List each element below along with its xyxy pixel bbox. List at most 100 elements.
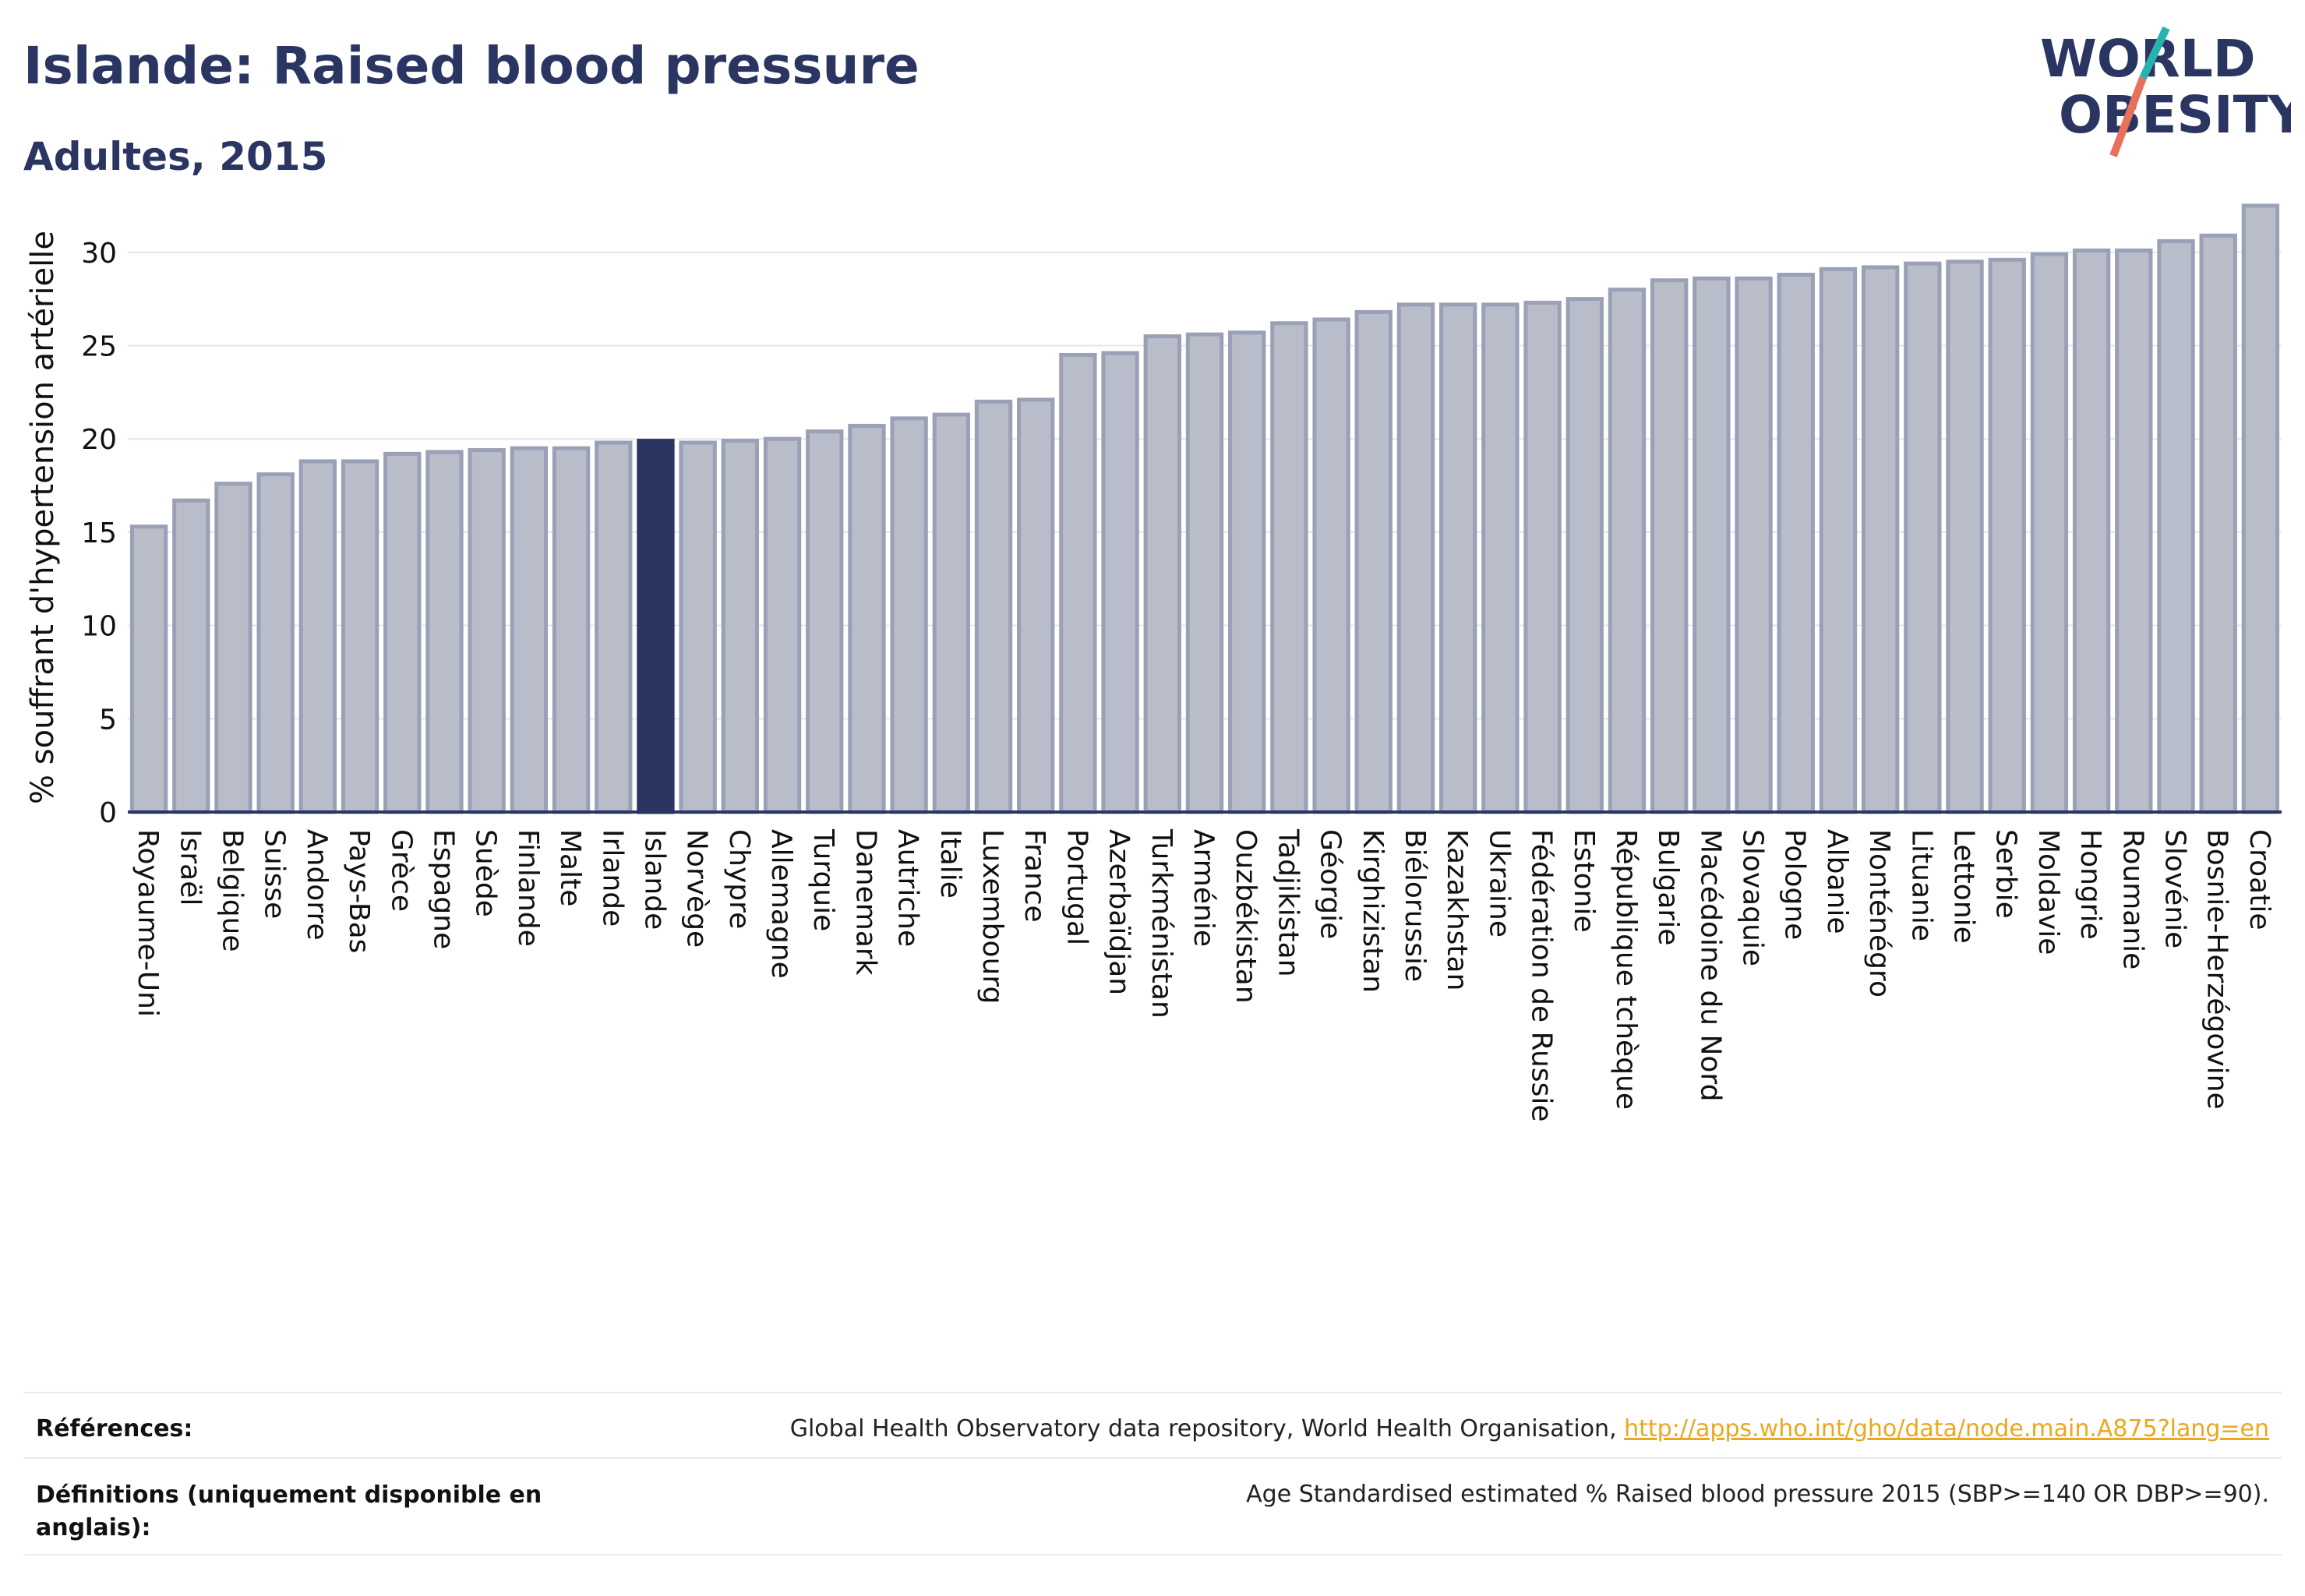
x-tick-label: Suisse: [259, 829, 291, 919]
x-tick-label: Royaume-Uni: [132, 829, 164, 1017]
bar: [129, 524, 168, 814]
world-obesity-logo: WORLD OBESITY: [2040, 26, 2291, 157]
y-tick-label: 25: [81, 330, 117, 362]
x-tick-label: Fédération de Russie: [1526, 829, 1558, 1121]
tick-labels: 0 5 10 15 20 25 30 Royaume-Uni Israël Belgique Sui…: [81, 238, 2275, 1122]
bar: [2199, 233, 2237, 814]
x-tick-label: Estonie: [1568, 829, 1600, 933]
bar: [1438, 302, 1477, 814]
x-tick-label: Turquie: [807, 828, 839, 931]
bar-highlight: [637, 439, 675, 814]
references-text: Global Health Observatory data repositor…: [790, 1415, 2269, 1442]
x-tick-label: Lituanie: [1905, 829, 1937, 941]
bar: [1608, 288, 1647, 814]
x-tick-label: Espagne: [427, 829, 459, 949]
bar: [298, 459, 337, 814]
bar: [425, 450, 464, 814]
bar: [1650, 278, 1689, 814]
x-tick-label: Croatie: [2243, 829, 2275, 930]
footer-divider-middle: [23, 1457, 2282, 1459]
bar: [2115, 248, 2153, 814]
page-title: Islande: Raised blood pressure: [23, 36, 920, 96]
bar: [890, 416, 928, 814]
x-tick-label: Portugal: [1061, 829, 1092, 945]
bar: [1059, 352, 1097, 814]
x-tick-label: Turkménistan: [1145, 828, 1177, 1019]
bar: [721, 439, 760, 814]
bar: [1354, 309, 1393, 814]
x-tick-label: Macédoine du Nord: [1694, 829, 1726, 1101]
bar: [1101, 351, 1139, 814]
definitions-label: Définitions (uniquement disponible en an…: [36, 1481, 542, 1541]
bar: [763, 436, 802, 814]
bar: [1312, 317, 1350, 814]
y-tick-label: 5: [99, 704, 117, 736]
x-tick-label: Ouzbékistan: [1230, 829, 1262, 1004]
y-axis-label: % souffrant d'hypertension artérielle: [25, 231, 61, 804]
x-tick-label: Roumanie: [2116, 829, 2148, 969]
x-tick-label: Grèce: [385, 829, 417, 912]
bar: [2241, 203, 2280, 814]
logo-line-obesity: OBESITY: [2059, 85, 2291, 145]
x-tick-label: Albanie: [1821, 829, 1853, 934]
bar-chart: 0 5 10 15 20 25 30 Royaume-Uni Israël Belgique Sui…: [25, 203, 2282, 1122]
x-tick-label: Belgique: [216, 829, 248, 952]
bar: [1481, 302, 1520, 814]
x-tick-label: Malte: [554, 829, 586, 906]
x-tick-label: Arménie: [1188, 829, 1220, 947]
bar: [848, 423, 886, 814]
x-tick-label: Tadjikistan: [1272, 828, 1304, 977]
bar: [1861, 265, 1900, 814]
bar: [1988, 257, 2026, 814]
x-tick-label: Autriche: [892, 829, 924, 947]
x-tick-label: Bulgarie: [1652, 829, 1684, 945]
bar: [1777, 273, 1815, 814]
bar: [172, 498, 210, 814]
x-tick-label: Kirghizistan: [1357, 829, 1389, 993]
logo-slash-teal: [2139, 26, 2170, 80]
x-tick-label: Biélorussie: [1399, 829, 1431, 982]
x-tick-label: Moldavie: [2032, 829, 2064, 955]
bar: [552, 446, 591, 814]
x-tick-label: République tchèque: [1610, 829, 1642, 1110]
bar: [2072, 248, 2111, 814]
logo-slash-coral: [2109, 76, 2147, 157]
x-tick-label: Allemagne: [765, 829, 797, 979]
bar: [383, 451, 422, 814]
y-tick-label: 15: [81, 517, 117, 549]
y-tick-label: 20: [81, 424, 117, 456]
bar: [806, 429, 844, 814]
bar: [1565, 297, 1604, 814]
x-tick-label: Lettonie: [1948, 829, 1980, 944]
x-tick-label: Andorre: [301, 829, 333, 941]
bar: [341, 459, 379, 814]
x-tick-label: Pologne: [1779, 829, 1811, 940]
bar: [1017, 397, 1055, 814]
bar: [679, 440, 717, 814]
bar: [1904, 261, 1942, 814]
x-tick-label: Monténégro: [1863, 829, 1895, 998]
x-tick-label: Ukraine: [1483, 829, 1515, 937]
references-link[interactable]: http://apps.who.int/gho/data/node.main.A…: [1624, 1415, 2269, 1442]
bar: [2157, 238, 2195, 814]
bar: [2030, 252, 2069, 814]
bar: [1735, 276, 1773, 814]
x-tick-label: Chypre: [723, 829, 755, 929]
bar: [1270, 321, 1308, 814]
x-tick-label: Finlande: [512, 829, 544, 947]
y-tick-label: 0: [99, 797, 117, 829]
bar: [1523, 300, 1562, 814]
bar: [974, 399, 1013, 814]
bar: [1693, 276, 1731, 814]
bar: [595, 440, 633, 814]
bar: [1228, 330, 1266, 814]
x-tick-label: Azerbaïdjan: [1103, 829, 1135, 995]
x-tick-label: Luxembourg: [976, 829, 1008, 1004]
x-tick-label: Géorgie: [1315, 829, 1347, 939]
x-tick-label: France: [1018, 829, 1050, 923]
bar: [1143, 334, 1181, 814]
page-subtitle: Adultes, 2015: [23, 134, 328, 179]
x-tick-label: Serbie: [1990, 829, 2022, 919]
bar: [214, 482, 252, 814]
bar: [1396, 302, 1435, 814]
